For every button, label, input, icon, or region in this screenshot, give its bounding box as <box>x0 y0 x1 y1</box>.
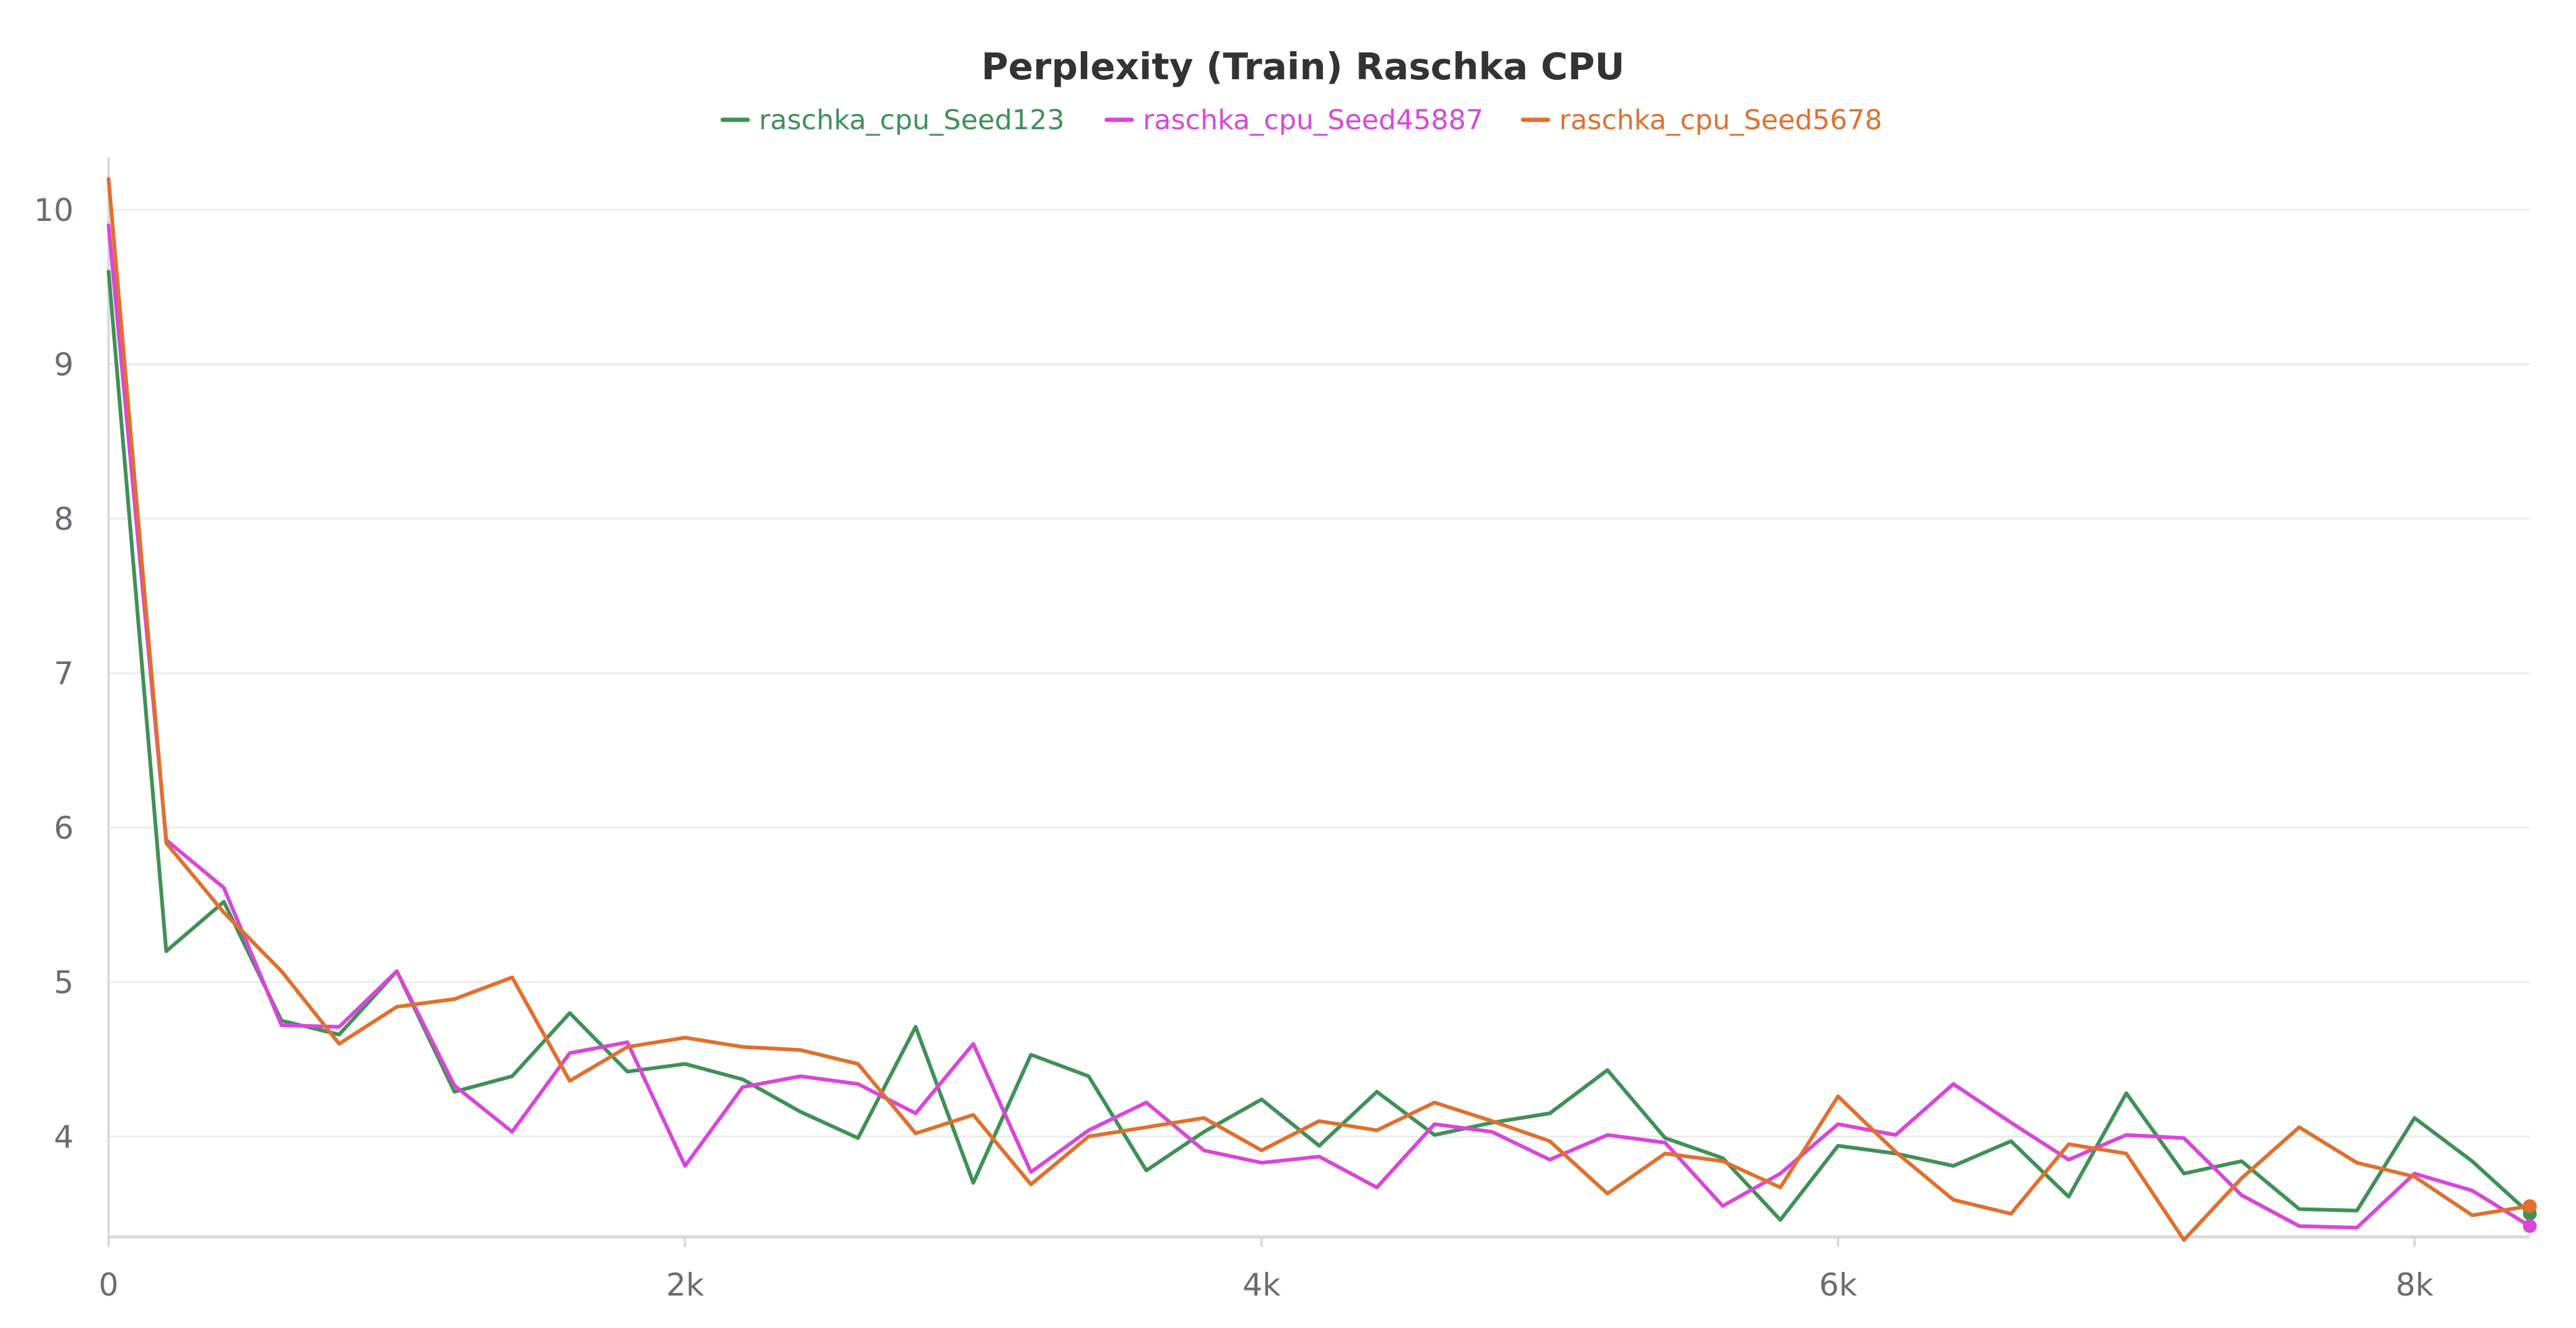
series-endpoint-raschka-cpu-seed45887 <box>2523 1219 2537 1233</box>
y-axis-ticks: 4 5 6 7 8 9 10 <box>34 192 74 1155</box>
y-tick-label: 7 <box>54 656 74 692</box>
y-tick-label: 6 <box>54 810 74 846</box>
x-axis-ticks: 0 2k 4k 6k 8k <box>99 1237 2434 1303</box>
legend-item[interactable]: raschka_cpu_Seed45887 <box>1104 104 1483 136</box>
legend: raschka_cpu_Seed123 raschka_cpu_Seed45887… <box>720 104 1883 136</box>
y-tick-label: 9 <box>54 347 74 383</box>
x-tick-label: 8k <box>2396 1267 2434 1303</box>
series-lines <box>107 177 2532 1242</box>
legend-label: raschka_cpu_Seed45887 <box>1143 104 1483 136</box>
x-tick-label: 0 <box>99 1267 119 1303</box>
legend-item[interactable]: raschka_cpu_Seed5678 <box>1521 104 1883 136</box>
x-tick-label: 6k <box>1819 1267 1857 1303</box>
grid-lines <box>109 208 2530 1138</box>
legend-item[interactable]: raschka_cpu_Seed123 <box>720 104 1065 136</box>
axes <box>107 157 2530 1239</box>
chart-title: Perplexity (Train) Raschka CPU <box>981 45 1624 88</box>
series-endpoint-raschka-cpu-seed5678 <box>2523 1199 2537 1213</box>
y-tick-label: 4 <box>54 1119 74 1155</box>
y-tick-label: 10 <box>34 192 74 228</box>
y-tick-label: 5 <box>54 965 74 1001</box>
series-line-raschka-cpu-seed5678 <box>107 177 2532 1242</box>
series-line-raschka-cpu-seed123 <box>107 270 2532 1222</box>
legend-label: raschka_cpu_Seed123 <box>759 104 1065 136</box>
series-line-raschka-cpu-seed45887 <box>107 223 2532 1230</box>
y-tick-label: 8 <box>54 501 74 537</box>
x-tick-label: 2k <box>666 1267 704 1303</box>
legend-label: raschka_cpu_Seed5678 <box>1559 104 1883 136</box>
series-endpoints <box>2523 1199 2537 1233</box>
x-tick-label: 4k <box>1242 1267 1281 1303</box>
